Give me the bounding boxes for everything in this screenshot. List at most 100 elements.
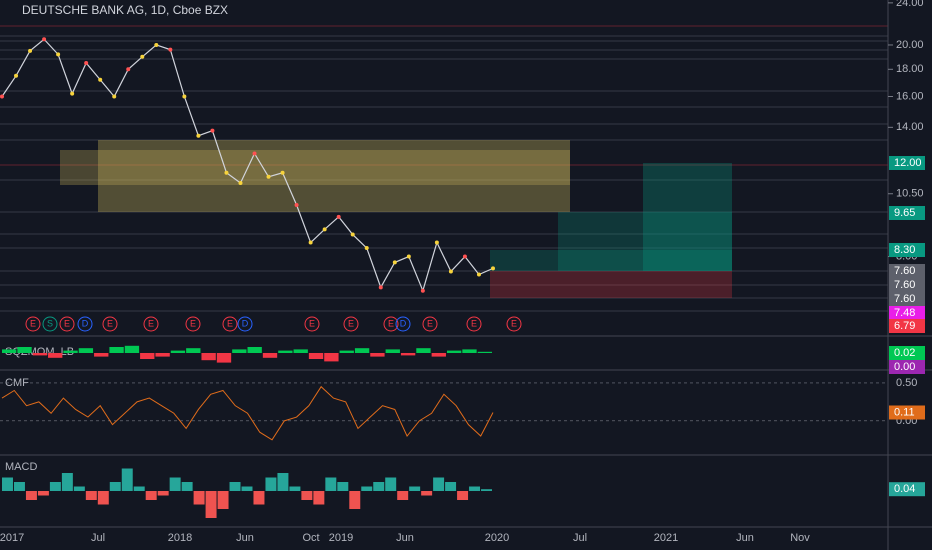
event-marker: [77, 316, 93, 332]
sqz-bar: [32, 353, 48, 356]
event-label: E: [348, 318, 354, 328]
zones: [60, 140, 732, 298]
sqz-bar: [247, 347, 262, 353]
event-marker: [343, 316, 359, 332]
macd-bar: [229, 482, 241, 491]
price-dot: [294, 203, 299, 208]
sqz-bar: [400, 353, 416, 356]
event-marker: [102, 316, 118, 332]
price-tag-label: 6.79: [894, 320, 915, 332]
sqz-bar: [324, 353, 339, 362]
y-tick-label: 16.00: [896, 90, 924, 102]
price-tag: [889, 156, 925, 170]
x-tick-label: 2020: [485, 532, 509, 544]
macd-bar: [421, 491, 433, 496]
sqz-bar: [446, 350, 462, 353]
macd-bar: [25, 491, 37, 500]
price-dot: [210, 128, 215, 133]
sqz-bar: [155, 353, 170, 357]
price-dot: [462, 254, 467, 259]
event-marker: [422, 316, 438, 332]
x-tick-label: Jul: [91, 532, 105, 544]
price-dot: [420, 288, 425, 293]
sqz-bar: [48, 353, 63, 358]
macd-bar: [265, 477, 277, 491]
event-label: E: [511, 318, 517, 328]
macd-bar: [121, 468, 133, 491]
event-label: D: [400, 318, 407, 328]
y-tick-label: 18.00: [896, 63, 924, 75]
x-tick-label: Jun: [736, 532, 754, 544]
price-tag: [889, 346, 925, 360]
macd-bar: [469, 486, 481, 491]
sqz-bar: [354, 348, 370, 353]
price-dot: [448, 269, 453, 274]
macd-bar: [73, 486, 85, 491]
price-dot: [224, 170, 229, 175]
event-label: E: [30, 318, 36, 328]
sqz-bar: [170, 350, 186, 353]
event-marker: [506, 316, 522, 332]
event-label: D: [242, 318, 249, 328]
macd-bar: [397, 491, 409, 500]
sqz-bar: [262, 353, 278, 358]
macd-bar: [373, 482, 385, 491]
macd-bar: [457, 491, 469, 500]
y-tick-label: 24.00: [896, 0, 924, 9]
price-dot: [364, 246, 369, 251]
event-marker: [222, 316, 238, 332]
sqz-bar: [308, 353, 324, 359]
x-tick-label: Jul: [573, 532, 587, 544]
price-dot: [140, 54, 145, 59]
price-dot: [434, 240, 439, 245]
event-label: D: [82, 318, 89, 328]
event-marker: [395, 316, 411, 332]
price-dot: [350, 232, 355, 237]
macd-bar: [289, 486, 301, 491]
price-dot: [476, 272, 481, 277]
event-label: E: [388, 318, 394, 328]
macd-bar: [13, 482, 25, 491]
macd-bar: [337, 482, 349, 491]
price-dot: [98, 77, 103, 82]
price-dot: [252, 151, 257, 156]
macd-bar: [49, 482, 61, 491]
macd-bar: [133, 486, 145, 491]
event-marker: [304, 316, 320, 332]
macd-bar: [481, 489, 492, 491]
price-tag-label: 0.04: [894, 483, 915, 495]
price-dot: [308, 240, 313, 245]
y-tick-label: 0.50: [896, 377, 917, 389]
price-dot: [14, 73, 19, 78]
event-marker: [185, 316, 201, 332]
price-tag-label: 7.60: [894, 293, 915, 305]
macd-bar: [433, 477, 445, 491]
sqz-bar: [124, 345, 140, 353]
x-tick-label: Nov: [790, 532, 810, 544]
price-tag-label: 0.00: [894, 361, 915, 373]
sqz-bar: [477, 351, 492, 353]
event-label: E: [148, 318, 154, 328]
macd-bar: [349, 491, 361, 509]
x-tick-label: Jun: [236, 532, 254, 544]
macd-bar: [157, 491, 169, 496]
event-label: E: [471, 318, 477, 328]
chart-title: DEUTSCHE BANK AG, 1D, Cboe BZX: [22, 3, 228, 17]
price-tag-label: 0.11: [894, 406, 915, 418]
sqz-bar: [339, 350, 354, 353]
price-dot: [168, 47, 173, 52]
sqz-bar: [63, 350, 78, 353]
price-dot: [336, 214, 341, 219]
price-dot: [0, 94, 4, 99]
macd-bar: [361, 486, 373, 491]
price-dot: [392, 260, 397, 265]
fib-lines: [0, 25, 888, 312]
price-tag-label: 7.60: [894, 279, 915, 291]
price-tag: [889, 319, 925, 333]
macd-bar: [169, 477, 181, 491]
price-dot: [28, 48, 33, 53]
price-dot: [196, 133, 201, 138]
macd-bar: [97, 491, 109, 505]
price-dot: [154, 42, 159, 47]
